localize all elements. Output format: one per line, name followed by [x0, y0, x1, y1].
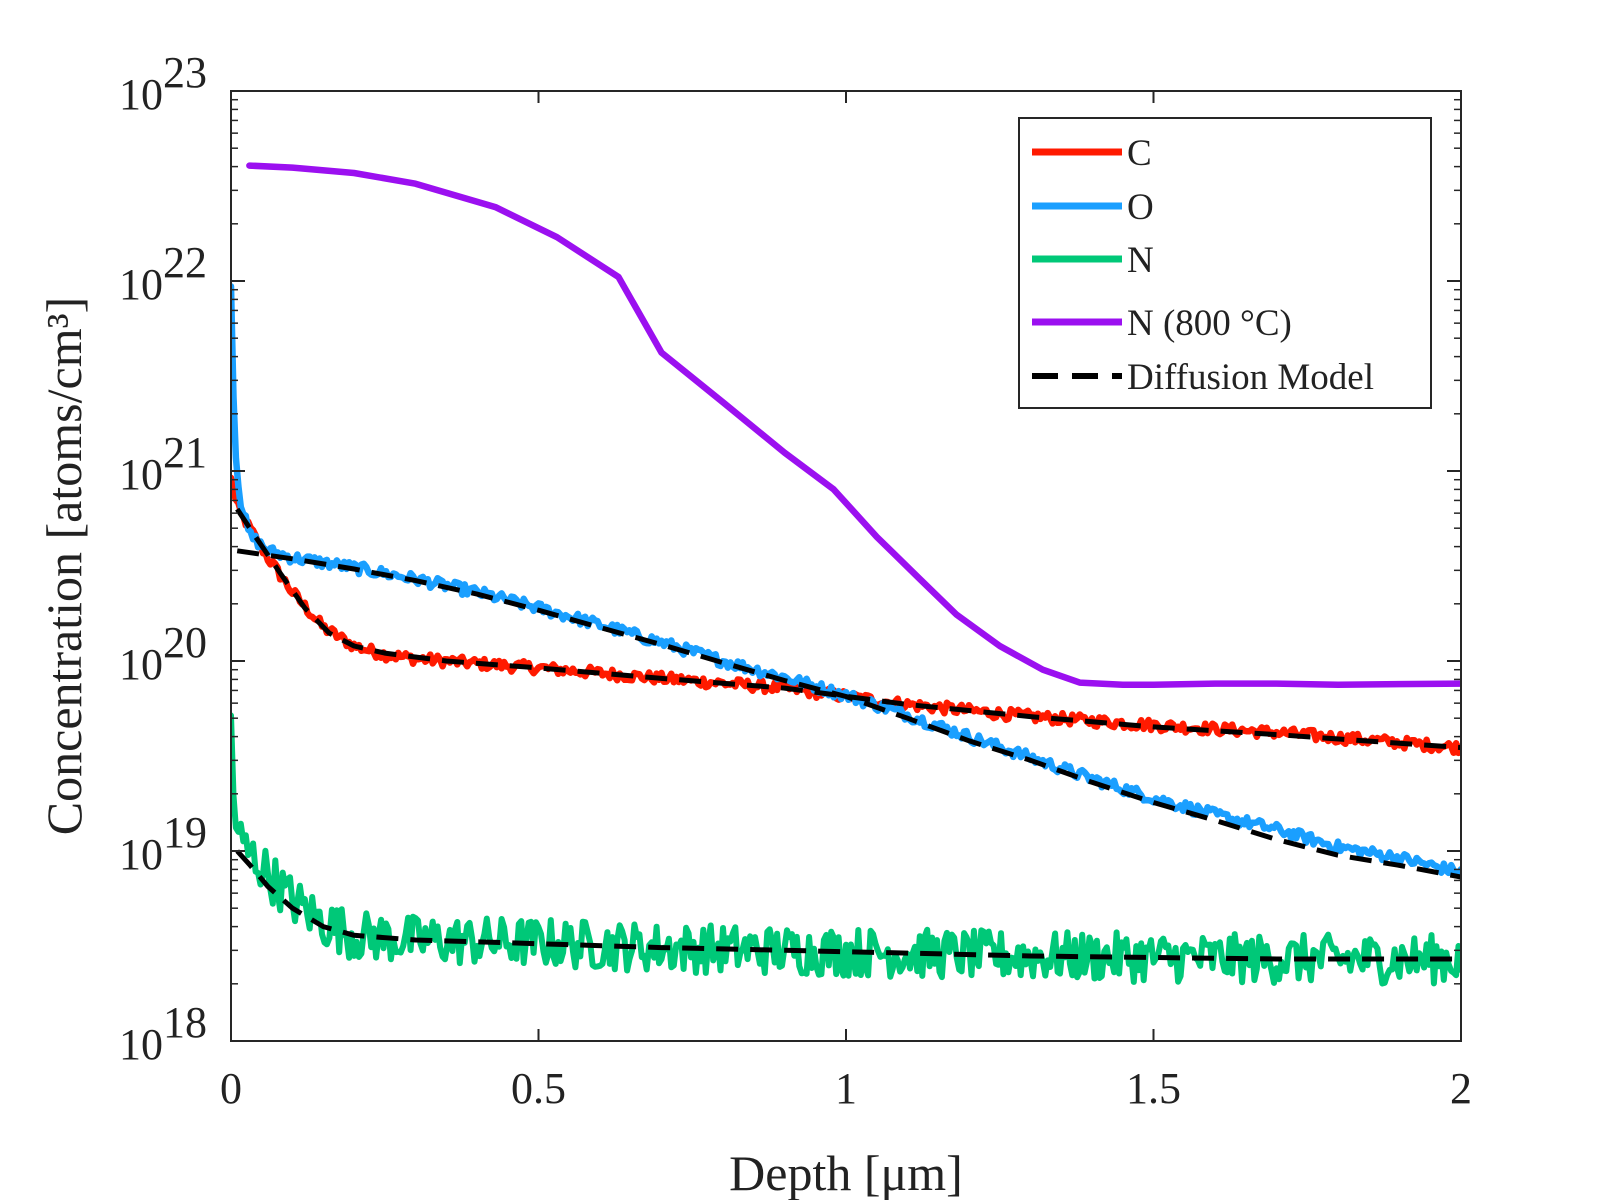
- y-tick-exponent: 20: [163, 618, 207, 667]
- legend-label-o: O: [1127, 187, 1154, 228]
- legend-label-model: Diffusion Model: [1127, 357, 1374, 398]
- x-tick-label: 1: [835, 1064, 857, 1113]
- y-tick-base: 10: [119, 450, 163, 499]
- series-line-3: [246, 162, 1461, 688]
- tick-layer: [230, 90, 1462, 1042]
- y-tick-base: 10: [119, 1020, 163, 1069]
- x-tick-labels: 0 0.5 1 1.5 2: [220, 1064, 1472, 1113]
- y-tick-exponent: 23: [163, 48, 207, 97]
- legend-label-c: C: [1127, 133, 1152, 174]
- x-tick-label: 0.5: [511, 1064, 566, 1113]
- legend: C O N N (800 °C) Diffusion Model: [1018, 117, 1432, 409]
- model-curve-0: [235, 507, 1461, 751]
- x-tick-label: 2: [1450, 1064, 1472, 1113]
- y-axis-label: Concentration [atoms/cm³]: [36, 297, 92, 835]
- y-tick-base: 10: [119, 70, 163, 119]
- y-tick-base: 10: [119, 260, 163, 309]
- series-line-1: [231, 283, 1461, 879]
- y-tick-exponent: 19: [163, 808, 207, 857]
- x-tick-label: 1.5: [1126, 1064, 1181, 1113]
- y-tick-exponent: 21: [163, 428, 207, 477]
- x-tick-label: 0: [220, 1064, 242, 1113]
- legend-label-n: N: [1127, 240, 1154, 281]
- series-line-2: [231, 712, 1461, 987]
- x-axis-label: Depth [μm]: [729, 1145, 963, 1200]
- legend-label-n800: N (800 °C): [1127, 303, 1292, 344]
- legend-box: [1018, 117, 1432, 409]
- y-tick-base: 10: [119, 830, 163, 879]
- model-layer: [235, 507, 1461, 962]
- model-curve-1: [236, 548, 1461, 880]
- y-tick-exponent: 18: [163, 998, 207, 1047]
- y-tick-base: 10: [119, 640, 163, 689]
- y-tick-exponent: 22: [163, 238, 207, 287]
